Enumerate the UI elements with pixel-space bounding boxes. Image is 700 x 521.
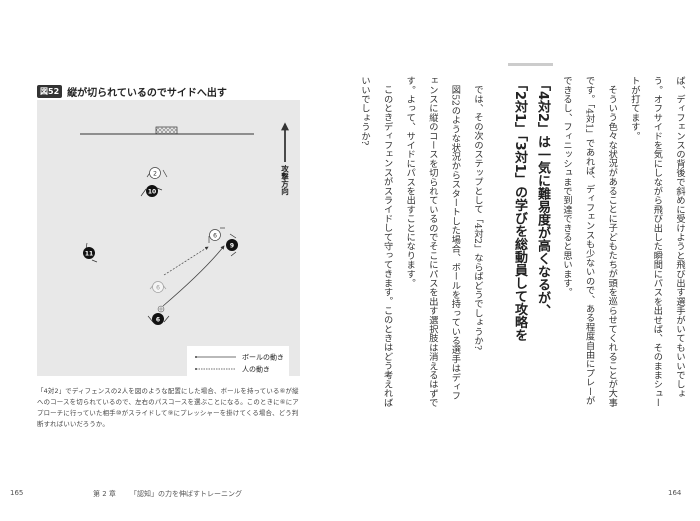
headline-rule	[508, 63, 553, 66]
legend: ボールの動き 人の動き	[187, 346, 289, 376]
paragraph: ば、ディフェンスの背後で斜めに受けようと飛び出す選手がいてもいいでしょう。オフサ…	[628, 76, 685, 408]
paragraph: このときディフェンスがスライドして守ってきます。このときはどう考えればいいでしょ…	[359, 76, 393, 408]
paragraph: そういう色々な状況があることに子どもたちが頭を巡らせてくれることが大事です。「4…	[561, 76, 618, 408]
figure-panel	[37, 100, 300, 376]
player-white-6: 6	[208, 227, 225, 243]
chapter-number: 第 2 章	[93, 490, 116, 498]
player-white-2: 2	[146, 167, 168, 179]
headline-line: 「2対1」「3対1」の学びを総動員して攻略を	[512, 78, 527, 342]
headline-line: 「4対2」は一気に難易度が高くなるが、	[535, 78, 550, 318]
svg-text:10: 10	[148, 189, 156, 196]
left-page-number: 165	[10, 489, 24, 497]
attack-direction-label: 攻撃方向	[280, 164, 289, 197]
player-black-11: 11	[83, 242, 98, 263]
svg-text:6: 6	[213, 233, 217, 240]
player-black-9: 9	[226, 233, 238, 257]
right-page-number: 164	[668, 489, 682, 497]
svg-text:9: 9	[230, 243, 234, 250]
paragraph: 図52のような状況からスタートした場合、ボールを持っている選手はディフェンスに縦…	[404, 76, 461, 408]
svg-text:2: 2	[153, 171, 157, 178]
player-black-6: 6	[147, 313, 170, 325]
figure-badge: 図52	[37, 85, 63, 98]
chapter-title: 「認知」の力を伸ばすトレーニング	[130, 490, 242, 498]
goal-icon	[155, 126, 178, 135]
body-text-2: では、その次のステップとして「4対2」ならばどうでしょうか? 図52のような状況…	[359, 76, 488, 408]
figure-title: 図52 縦が切られているのでサイドへ出す	[37, 84, 227, 99]
legend-ball-movement: ボールの動き	[242, 353, 284, 362]
svg-text:11: 11	[85, 251, 93, 258]
body-text-1: ば、ディフェンスの背後で斜めに受けようと飛び出す選手がいてもいいでしょう。オフサ…	[554, 76, 690, 408]
player-movement-line	[163, 246, 209, 276]
player-white-6-previous-position: 6	[149, 281, 167, 293]
section-headline: 「4対2」は一気に難易度が高くなるが、 「2対1」「3対1」の学びを総動員して攻…	[508, 78, 554, 408]
svg-text:6: 6	[156, 317, 160, 324]
figure-title-text: 縦が切られているのでサイドへ出す	[67, 88, 227, 99]
svg-text:6: 6	[156, 285, 160, 292]
paragraph: では、その次のステップとして「4対2」ならばどうでしょうか?	[472, 85, 483, 351]
player-black-10: 10	[140, 185, 163, 197]
figure-caption: 「4対2」でディフェンスの2人を図のような配置にした場合、ボールを持っている⑥が…	[37, 387, 299, 428]
legend-player-movement: 人の動き	[242, 365, 270, 374]
ball-movement-line	[162, 245, 225, 307]
